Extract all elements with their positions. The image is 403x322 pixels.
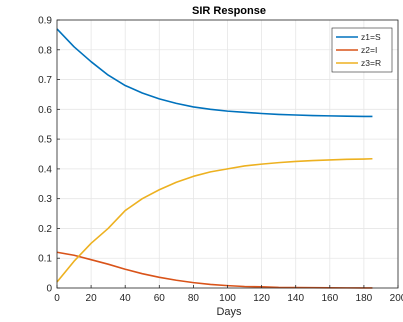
y-tick-label: 0.8 [38,45,52,56]
x-tick-label: 140 [287,293,304,304]
x-tick-label: 120 [253,293,270,304]
x-tick-label: 100 [219,293,236,304]
y-tick-label: 0.1 [38,254,52,265]
y-ticks: 0 0.1 0.2 0.3 0.4 0.5 0.6 0.7 0.8 0.9 [38,16,60,295]
x-tick-label: 160 [321,293,338,304]
x-tick-label: 20 [86,293,98,304]
legend-label: z2=I [361,45,377,55]
y-tick-label: 0.5 [38,135,52,146]
series-line-2 [56,251,373,289]
y-tick-label: 0.4 [38,164,52,175]
legend: z1=S z2=I z3=R [331,27,393,73]
y-tick-label: 0.9 [38,16,52,27]
y-tick-label: 0.2 [38,224,52,235]
x-tick-label: 200 [390,293,403,304]
x-tick-label: 80 [188,293,200,304]
x-tick-label: 0 [54,293,60,304]
x-tick-label: 180 [356,293,373,304]
y-tick-label: 0.3 [38,194,52,205]
legend-label: z3=R [361,58,381,68]
series-lines [56,28,373,289]
y-tick-label: 0.6 [38,105,52,116]
series-line-3 [56,157,373,283]
x-ticks: 0 20 40 60 80 100 120 140 160 180 200 [54,285,403,304]
y-tick-label: 0 [46,284,52,295]
y-tick-label: 0.7 [38,75,52,86]
x-tick-label: 60 [154,293,166,304]
series-line-1 [56,28,373,118]
chart-title: SIR Response [192,5,266,17]
x-axis-label: Days [216,306,242,318]
legend-label: z1=S [361,32,381,42]
x-tick-label: 40 [120,293,132,304]
